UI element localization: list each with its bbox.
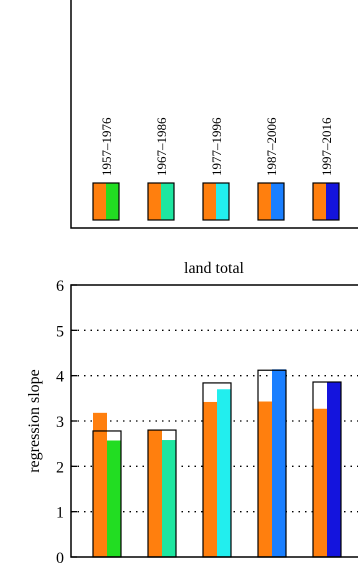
legend-swatch-color: [106, 183, 119, 220]
bar-color: [272, 369, 286, 557]
bar-color: [327, 382, 341, 557]
legend-swatch-border: [312, 182, 340, 221]
y-tick-label: 1: [56, 505, 64, 522]
legend-swatch-orange: [313, 183, 326, 220]
legend-swatch-orange: [148, 183, 161, 220]
legend-swatch-border: [92, 182, 120, 221]
bar-group: [147, 429, 177, 558]
y-axis-label: regression slope: [26, 369, 43, 473]
y-tick-label: 5: [56, 323, 64, 340]
legend-frame: [70, 0, 358, 229]
bar-color: [162, 440, 176, 557]
legend-swatch-color: [161, 183, 174, 220]
y-tick-label: 0: [56, 550, 64, 567]
legend-swatch-color: [271, 183, 284, 220]
legend-label: 1967–1986: [154, 117, 169, 176]
chart-title: land total: [184, 260, 245, 277]
legend-label: 1957–1976: [99, 117, 114, 176]
y-tick-label: 6: [56, 278, 64, 295]
legend-swatch-color: [216, 183, 229, 220]
legend-label: 1987–2006: [264, 117, 279, 176]
bar-outline: [312, 381, 342, 558]
legend-swatch-color: [326, 183, 339, 220]
bar-outline: [92, 430, 122, 558]
legend-swatch-border: [257, 182, 285, 221]
bar-orange: [258, 401, 272, 557]
bar-outline: [257, 369, 287, 558]
y-tick-label: 4: [56, 369, 64, 386]
bar-color: [107, 440, 121, 557]
legend-label: 1997–2016: [319, 117, 334, 176]
legend-swatch-border: [202, 182, 230, 221]
bar-orange: [148, 430, 162, 557]
legend-swatch-border: [147, 182, 175, 221]
legend-panel: 1957–1976 1967–1986 1977–1996 1987–2006 1997…: [70, 0, 358, 229]
bar-orange: [93, 412, 107, 557]
bar-color: [217, 389, 231, 557]
y-tick-label: 3: [56, 414, 64, 431]
bar-orange: [203, 401, 217, 557]
bar-outline: [202, 382, 232, 558]
bar-group: [202, 382, 232, 558]
bar-orange: [313, 408, 327, 557]
bar-outline: [147, 429, 177, 558]
bar-group: [312, 381, 342, 558]
legend-label: 1977–1996: [209, 117, 224, 176]
axes-frame: [70, 284, 358, 558]
bar-group: [92, 412, 122, 558]
legend-swatch-orange: [258, 183, 271, 220]
y-tick-label: 2: [56, 459, 64, 476]
bar-group: [257, 369, 287, 558]
legend-swatch-orange: [93, 183, 106, 220]
legend-swatch-orange: [203, 183, 216, 220]
